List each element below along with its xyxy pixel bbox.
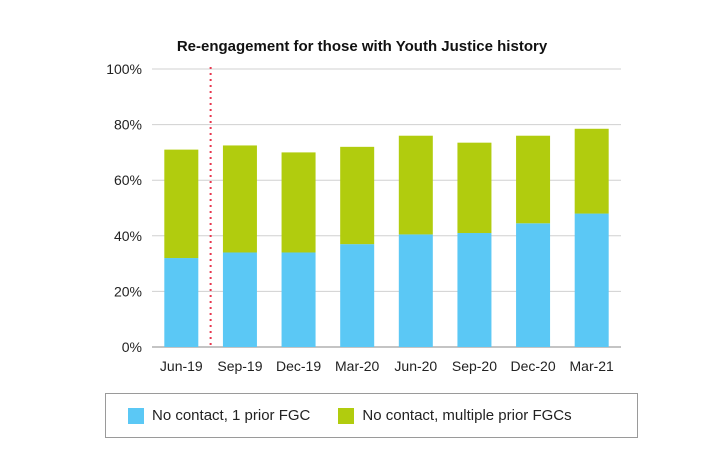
- legend-label-single-fgc: No contact, 1 prior FGC: [152, 407, 311, 424]
- legend-swatch-single-fgc: [128, 407, 144, 424]
- legend-item-single-fgc: No contact, 1 prior FGC: [128, 407, 310, 424]
- bar-single-fgc: [281, 252, 316, 347]
- legend-item-multiple-fgcs: No contact, multiple prior FGCs: [338, 407, 572, 424]
- bar-single-fgc: [222, 252, 257, 347]
- x-tick-label: Sep-19: [217, 358, 262, 374]
- y-tick-label: 100%: [106, 61, 142, 77]
- bar-single-fgc: [574, 213, 609, 347]
- y-tick-label: 40%: [114, 228, 142, 244]
- bar-single-fgc: [164, 258, 199, 347]
- x-tick-label: Jun-20: [394, 358, 437, 374]
- y-axis-ticks: 0% 20% 40% 60% 80% 100%: [106, 61, 142, 355]
- y-tick-label: 80%: [114, 117, 142, 133]
- legend-swatch-multiple-fgcs: [338, 407, 355, 424]
- bar-single-fgc: [457, 233, 492, 347]
- bars: [164, 128, 609, 347]
- y-tick-label: 20%: [114, 283, 142, 299]
- legend-label-multiple-fgcs: No contact, multiple prior FGCs: [362, 407, 572, 424]
- y-tick-label: 0%: [122, 339, 142, 355]
- bar-multiple-fgcs: [574, 128, 609, 214]
- bar-single-fgc: [340, 244, 375, 347]
- bar-multiple-fgcs: [457, 142, 492, 234]
- gridlines: [152, 68, 621, 348]
- x-tick-label: Sep-20: [452, 358, 497, 374]
- bar-multiple-fgcs: [398, 135, 433, 235]
- x-tick-label: Mar-20: [335, 358, 380, 374]
- y-tick-label: 60%: [114, 172, 142, 188]
- bar-single-fgc: [398, 234, 433, 347]
- x-tick-label: Dec-20: [510, 358, 555, 374]
- legend: No contact, 1 prior FGC No contact, mult…: [105, 393, 638, 438]
- chart-title: Re-engagement for those with Youth Justi…: [177, 38, 548, 55]
- bar-multiple-fgcs: [340, 146, 375, 245]
- bar-multiple-fgcs: [222, 145, 257, 253]
- x-tick-label: Mar-21: [570, 358, 615, 374]
- x-tick-label: Jun-19: [160, 358, 203, 374]
- bar-single-fgc: [516, 223, 551, 347]
- x-axis-ticks: Jun-19 Sep-19 Dec-19 Mar-20 Jun-20 Sep-20 Dec-…: [160, 358, 614, 374]
- bar-multiple-fgcs: [164, 149, 199, 259]
- x-tick-label: Dec-19: [276, 358, 321, 374]
- bar-multiple-fgcs: [516, 135, 551, 224]
- bar-multiple-fgcs: [281, 152, 316, 253]
